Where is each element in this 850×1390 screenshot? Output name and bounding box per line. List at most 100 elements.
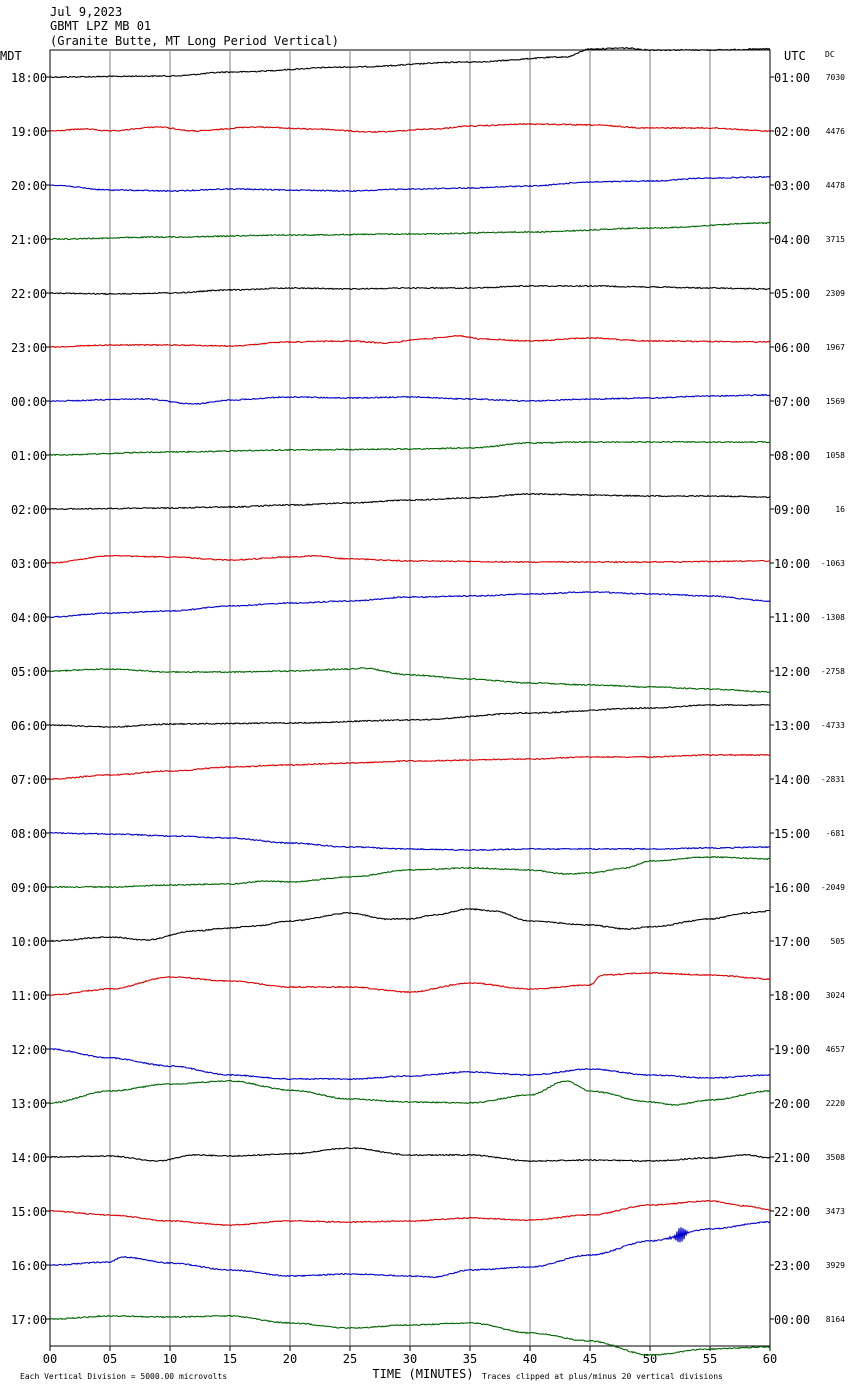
row-dc-value: 2220	[826, 1099, 845, 1108]
row-label-right: 04:00	[774, 233, 810, 247]
trace-10	[49, 590, 771, 619]
row-label-right: 10:00	[774, 557, 810, 571]
row-dc-value: -1063	[821, 559, 845, 568]
trace-14	[49, 831, 771, 852]
row-label-right: 16:00	[774, 881, 810, 895]
row-label-left: 13:00	[11, 1097, 47, 1111]
row-dc-value: 16	[835, 505, 845, 514]
right-timezone-label: UTC	[784, 49, 806, 63]
row-dc-value: 4657	[826, 1045, 845, 1054]
header-station: GBMT LPZ MB 01	[50, 19, 151, 33]
trace-6	[49, 393, 771, 406]
trace-9	[49, 554, 771, 564]
row-dc-value: -2049	[821, 883, 845, 892]
x-tick-label-30: 30	[403, 1352, 417, 1366]
row-dc-value: 505	[831, 937, 846, 946]
trace-5	[49, 334, 771, 349]
row-label-left: 03:00	[11, 557, 47, 571]
trace-0	[49, 47, 771, 79]
row-dc-value: 7030	[826, 73, 845, 82]
x-axis-ticks: 00 05 10 15 20 25 30 35 40 45 50 55 60	[43, 1346, 777, 1366]
row-label-right: 21:00	[774, 1151, 810, 1165]
row-dc-value: 3715	[826, 235, 845, 244]
row-label-right: 23:00	[774, 1259, 810, 1273]
row-dc-value: -1308	[821, 613, 845, 622]
row-label-right: 12:00	[774, 665, 810, 679]
row-dc-value: 3929	[826, 1261, 845, 1270]
x-tick-label-25: 25	[343, 1352, 357, 1366]
row-label-left: 01:00	[11, 449, 47, 463]
x-tick-label-60: 60	[763, 1352, 777, 1366]
row-label-left: 23:00	[11, 341, 47, 355]
header-date: Jul 9,2023	[50, 5, 122, 19]
x-axis-label: TIME (MINUTES)	[372, 1367, 473, 1381]
x-tick-label-45: 45	[583, 1352, 597, 1366]
vertical-gridlines	[109, 50, 711, 1346]
row-label-right: 05:00	[774, 287, 810, 301]
row-dc-value: 3473	[826, 1207, 845, 1216]
trace-21	[49, 1200, 771, 1227]
trace-1	[49, 122, 771, 134]
row-label-left: 09:00	[11, 881, 47, 895]
row-label-left: 07:00	[11, 773, 47, 787]
row-label-left: 12:00	[11, 1043, 47, 1057]
row-dc-value: -2831	[821, 775, 845, 784]
row-dc-value: 4478	[826, 181, 845, 190]
row-label-right: 22:00	[774, 1205, 810, 1219]
x-tick-label-10: 10	[163, 1352, 177, 1366]
x-tick-label-05: 05	[103, 1352, 117, 1366]
row-label-left: 15:00	[11, 1205, 47, 1219]
trace-7	[49, 440, 770, 457]
row-labels: 18:00 01:00 7030 19:00 02:00 4476 20:00 03:00 44…	[11, 71, 845, 1327]
trace-18	[49, 1048, 771, 1081]
row-dc-value: 3024	[826, 991, 845, 1000]
row-label-right: 19:00	[774, 1043, 810, 1057]
row-label-left: 11:00	[11, 989, 47, 1003]
row-dc-value: 1569	[826, 397, 845, 406]
row-label-left: 17:00	[11, 1313, 47, 1327]
row-label-left: 16:00	[11, 1259, 47, 1273]
row-label-right: 17:00	[774, 935, 810, 949]
trace-17	[49, 971, 771, 997]
row-label-left: 20:00	[11, 179, 47, 193]
x-tick-label-00: 00	[43, 1352, 57, 1366]
row-label-left: 06:00	[11, 719, 47, 733]
row-dc-value: -681	[826, 829, 845, 838]
header-location: (Granite Butte, MT Long Period Vertical)	[50, 34, 339, 48]
row-dc-value: 3508	[826, 1153, 845, 1162]
x-tick-label-15: 15	[223, 1352, 237, 1366]
row-label-left: 04:00	[11, 611, 47, 625]
traces	[49, 47, 771, 1356]
row-label-right: 13:00	[774, 719, 810, 733]
row-label-left: 10:00	[11, 935, 47, 949]
row-label-right: 09:00	[774, 503, 810, 517]
row-dc-value: 8164	[826, 1315, 845, 1324]
row-label-left: 19:00	[11, 125, 47, 139]
trace-20	[49, 1146, 771, 1163]
row-dc-value: 2309	[826, 289, 845, 298]
trace-19	[49, 1079, 771, 1107]
trace-8	[49, 492, 771, 511]
trace-3	[49, 221, 771, 241]
trace-16	[49, 907, 771, 943]
dc-header-label: DC	[825, 50, 835, 59]
row-label-left: 14:00	[11, 1151, 47, 1165]
trace-23	[49, 1314, 771, 1356]
row-label-left: 18:00	[11, 71, 47, 85]
row-label-right: 00:00	[774, 1313, 810, 1327]
row-label-right: 18:00	[774, 989, 810, 1003]
row-dc-value: 1058	[826, 451, 845, 460]
trace-12	[49, 703, 771, 729]
row-label-left: 00:00	[11, 395, 47, 409]
x-tick-label-40: 40	[523, 1352, 537, 1366]
row-label-right: 07:00	[774, 395, 810, 409]
x-tick-label-55: 55	[703, 1352, 717, 1366]
row-label-right: 06:00	[774, 341, 810, 355]
row-label-right: 01:00	[774, 71, 810, 85]
row-label-right: 11:00	[774, 611, 810, 625]
footer-right-note: Traces clipped at plus/minus 20 vertical…	[482, 1372, 723, 1381]
row-label-right: 03:00	[774, 179, 810, 193]
row-dc-value: 4476	[826, 127, 845, 136]
row-label-left: 22:00	[11, 287, 47, 301]
